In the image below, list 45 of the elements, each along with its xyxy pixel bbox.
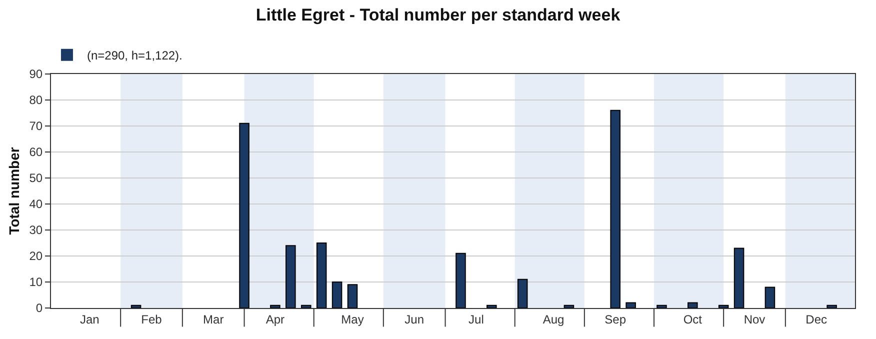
- y-tick-label: 90: [29, 67, 43, 82]
- x-tick-label: Aug: [542, 312, 564, 326]
- x-tick-label: Jan: [80, 312, 100, 326]
- y-tick-label: 10: [29, 275, 43, 290]
- y-tick-label: 30: [29, 223, 43, 238]
- x-tick-label: Mar: [203, 312, 224, 326]
- bar: [564, 304, 574, 308]
- bar: [332, 282, 342, 308]
- x-tick-label: Apr: [266, 312, 285, 326]
- chart-title: Little Egret - Total number per standard week: [256, 5, 621, 24]
- bar: [239, 122, 250, 308]
- bar: [517, 278, 528, 308]
- bar: [456, 252, 466, 308]
- x-tick-label: Oct: [683, 312, 703, 326]
- y-tick-label: 70: [29, 119, 43, 134]
- legend-label: (n=290, h=1,122).: [86, 48, 182, 62]
- bar: [316, 242, 327, 308]
- bar: [626, 302, 636, 308]
- bar: [486, 304, 497, 308]
- y-tick-label: 0: [36, 301, 43, 316]
- x-tick-label: May: [341, 312, 364, 326]
- bar: [718, 304, 729, 308]
- x-tick-label: Jun: [404, 312, 424, 326]
- y-axis-title: Total number: [6, 146, 22, 235]
- y-tick-label: 20: [29, 249, 43, 264]
- bar: [764, 286, 776, 308]
- bar: [826, 304, 837, 308]
- y-tick-label: 50: [29, 171, 43, 186]
- y-tick-label: 60: [29, 145, 43, 160]
- x-tick-label: Nov: [744, 312, 766, 326]
- x-tick-label: Jul: [468, 312, 484, 326]
- bar: [270, 304, 280, 308]
- x-tick-label: Sep: [604, 312, 626, 326]
- x-tick-label: Dec: [806, 312, 828, 326]
- bar: [130, 304, 142, 308]
- bar: [286, 245, 296, 308]
- y-tick-label: 40: [29, 197, 43, 212]
- y-tick-label: 80: [29, 93, 43, 108]
- bar: [300, 304, 312, 308]
- bar: [347, 284, 358, 308]
- bar: [610, 110, 620, 308]
- bar: [688, 302, 698, 308]
- bar: [656, 304, 667, 308]
- bar: [734, 248, 744, 308]
- x-tick-label: Feb: [141, 312, 162, 326]
